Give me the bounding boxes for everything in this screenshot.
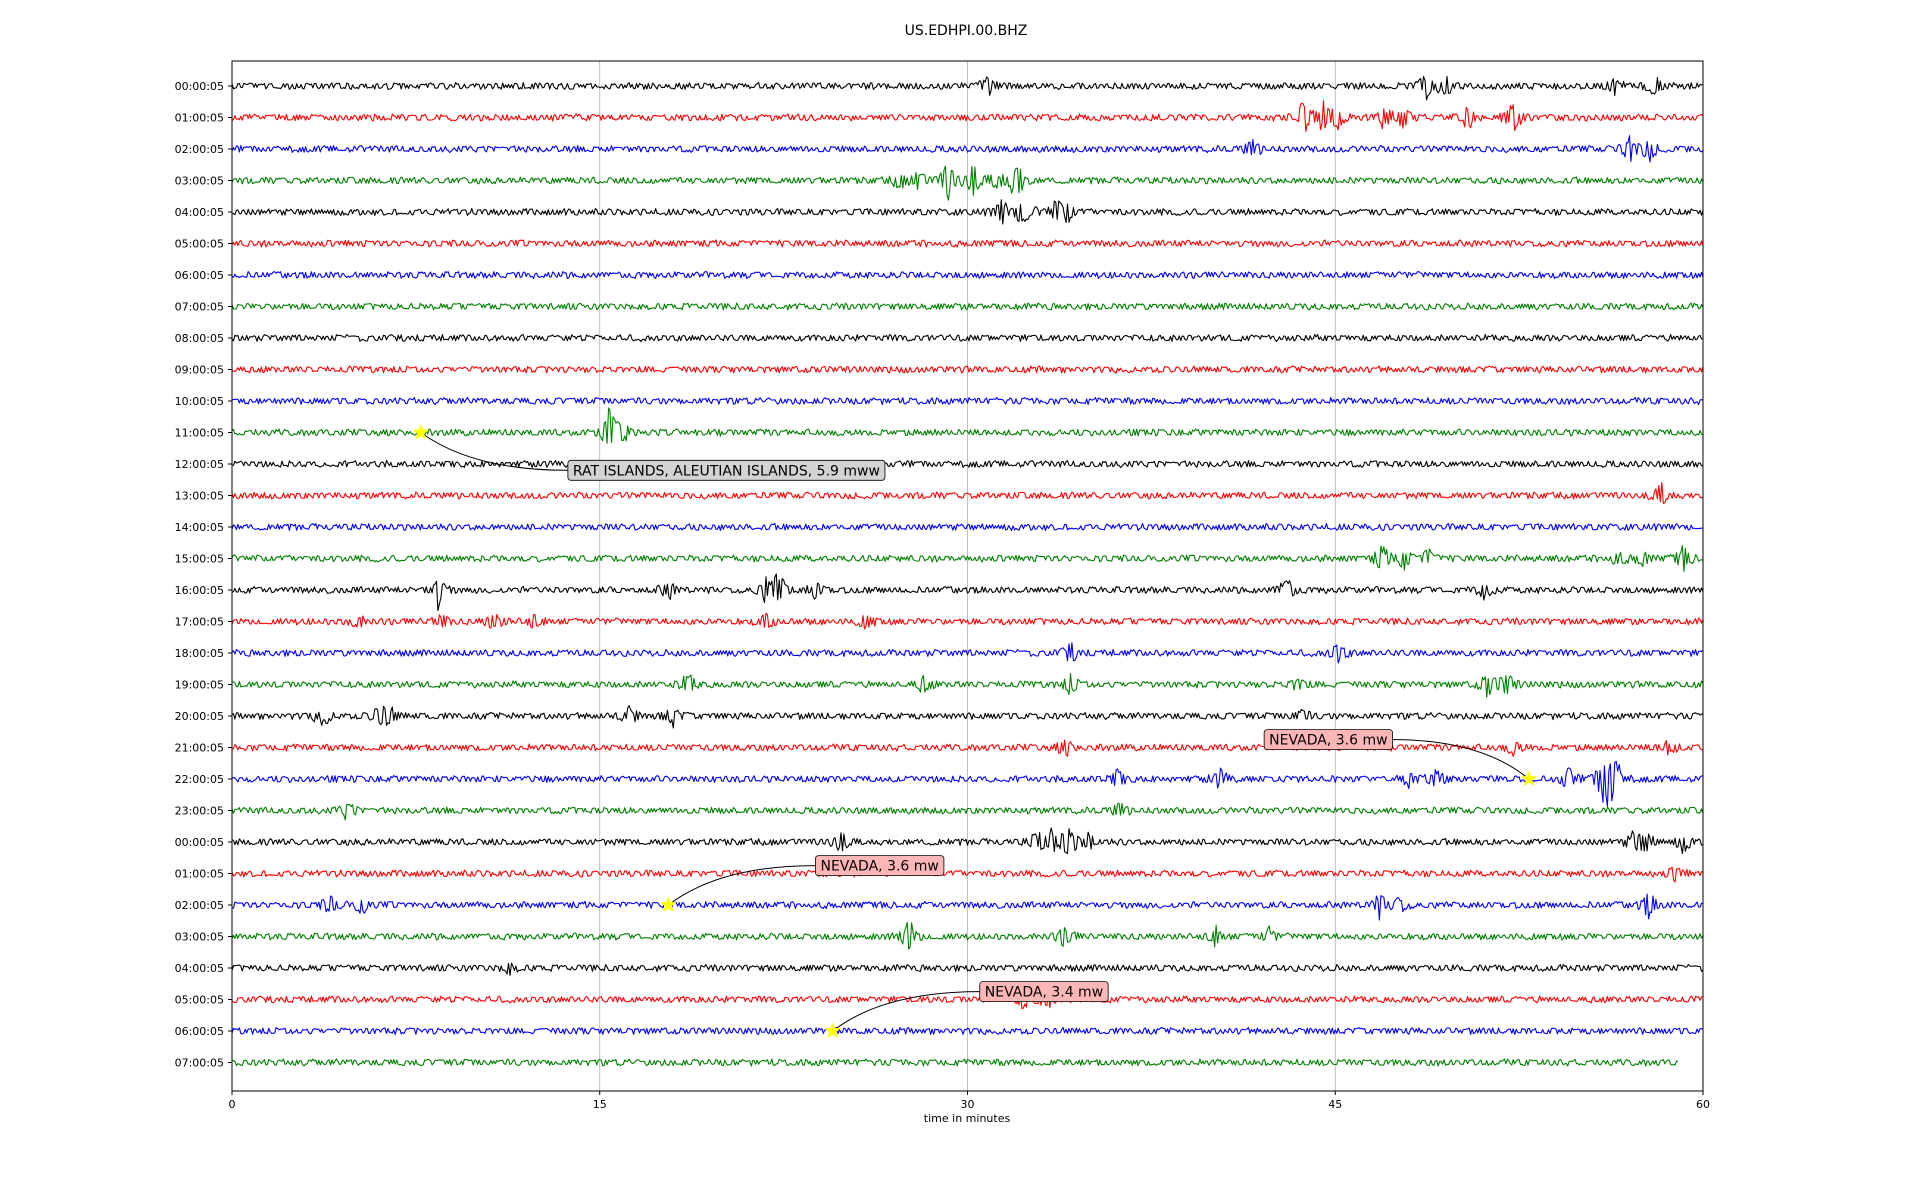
y-tick-label: 20:00:05 — [175, 710, 224, 723]
event-star-marker — [660, 896, 677, 913]
y-tick-label: 17:00:05 — [175, 616, 224, 629]
event-annotation-box — [567, 459, 886, 481]
y-tick-label: 16:00:05 — [175, 584, 224, 597]
y-tick-label: 00:00:05 — [175, 836, 224, 849]
y-tick-label: 21:00:05 — [175, 742, 224, 755]
event-annotation: NEVADA, 3.4 mw — [824, 981, 1109, 1039]
y-tick-label: 19:00:05 — [175, 679, 224, 692]
event-annotation-box — [815, 855, 945, 877]
trace-line — [231, 802, 1704, 821]
y-tick-label: 01:00:05 — [175, 868, 224, 881]
y-tick-labels: 00:00:05 01:00:05 02:00:05 03:00:05 04:00:05… — [175, 80, 232, 1070]
trace-line — [231, 75, 1704, 101]
event-annotation-box — [979, 981, 1109, 1003]
y-tick-label: 23:00:05 — [175, 805, 224, 818]
trace-line — [231, 990, 1704, 1010]
trace-line — [231, 1026, 1704, 1036]
trace-line — [232, 459, 1704, 469]
x-tick-label: 45 — [1328, 1098, 1342, 1111]
trace-line — [231, 302, 1704, 311]
x-tick-labels: 0 15 30 45 60 — [229, 1091, 1710, 1111]
trace-line — [231, 921, 1704, 950]
y-tick-label: 03:00:05 — [175, 931, 224, 944]
y-tick-label: 02:00:05 — [175, 143, 224, 156]
x-axis-label: time in minutes — [924, 1112, 1011, 1125]
event-annotation: NEVADA, 3.6 mw — [1263, 729, 1538, 787]
trace-layer — [231, 75, 1704, 1067]
x-tick-label: 15 — [593, 1098, 607, 1111]
event-annotation-connector — [668, 865, 816, 906]
event-annotation-label: RAT ISLANDS, ALEUTIAN ISLANDS, 5.9 mww — [573, 463, 880, 479]
y-tick-label: 07:00:05 — [175, 301, 224, 314]
y-tick-label: 13:00:05 — [175, 490, 224, 503]
event-annotation-connector — [420, 432, 568, 471]
x-tick-label: 0 — [229, 1098, 236, 1111]
grid-lines — [599, 61, 1336, 1091]
trace-line — [231, 365, 1704, 374]
y-tick-label: 04:00:05 — [175, 962, 224, 975]
trace-line — [231, 135, 1704, 163]
y-tick-label: 03:00:05 — [175, 175, 224, 188]
trace-line — [231, 893, 1704, 921]
event-annotation: NEVADA, 3.6 mw — [660, 855, 945, 913]
y-tick-label: 10:00:05 — [175, 395, 224, 408]
trace-line — [231, 642, 1704, 664]
x-tick-label: 30 — [961, 1098, 975, 1111]
y-tick-label: 06:00:05 — [175, 269, 224, 282]
y-tick-label: 01:00:05 — [175, 112, 224, 125]
y-tick-label: 15:00:05 — [175, 553, 224, 566]
trace-line — [231, 1058, 1679, 1067]
y-tick-label: 05:00:05 — [175, 238, 224, 251]
y-tick-label: 08:00:05 — [175, 332, 224, 345]
trace-line — [231, 545, 1704, 572]
trace-line — [231, 612, 1704, 630]
event-annotation-label: NEVADA, 3.6 mw — [820, 859, 938, 875]
y-tick-label: 07:00:05 — [175, 1057, 224, 1070]
trace-line — [231, 481, 1704, 504]
trace-line — [231, 199, 1704, 225]
trace-line — [231, 760, 1704, 807]
trace-line — [231, 827, 1704, 855]
event-annotation: RAT ISLANDS, ALEUTIAN ISLANDS, 5.9 mww — [412, 423, 886, 481]
chart-title: US.EDHPI.00.BHZ — [905, 23, 1028, 39]
y-tick-label: 09:00:05 — [175, 364, 224, 377]
trace-line — [231, 573, 1704, 612]
y-tick-label: 06:00:05 — [175, 1025, 224, 1038]
y-tick-label: 22:00:05 — [175, 773, 224, 786]
event-annotation-label: NEVADA, 3.4 mw — [985, 985, 1103, 1001]
trace-line — [231, 705, 1704, 729]
x-tick-label: 60 — [1696, 1098, 1710, 1111]
trace-line — [231, 333, 1704, 343]
trace-line — [231, 962, 1704, 976]
y-tick-label: 05:00:05 — [175, 994, 224, 1007]
trace-line — [231, 165, 1704, 201]
annotation-layer: RAT ISLANDS, ALEUTIAN ISLANDS, 5.9 mww NE… — [412, 423, 1538, 1039]
event-annotation-label: NEVADA, 3.6 mw — [1269, 733, 1387, 749]
event-star-marker — [1520, 770, 1538, 787]
trace-line — [231, 866, 1704, 883]
trace-line — [231, 522, 1704, 532]
y-tick-label: 04:00:05 — [175, 206, 224, 219]
y-tick-label: 02:00:05 — [175, 899, 224, 912]
event-star-marker — [824, 1022, 841, 1039]
y-tick-label: 11:00:05 — [175, 427, 224, 440]
trace-line — [231, 270, 1704, 280]
trace-line — [231, 100, 1704, 132]
event-annotation-box — [1263, 729, 1393, 751]
event-annotation-connector — [1392, 739, 1530, 780]
trace-line — [231, 407, 1704, 444]
trace-line — [232, 672, 1704, 698]
trace-line — [231, 239, 1704, 248]
event-annotation-connector — [832, 991, 980, 1032]
y-tick-label: 18:00:05 — [175, 647, 224, 660]
y-tick-label: 12:00:05 — [175, 458, 224, 471]
trace-line — [231, 396, 1704, 406]
event-star-marker — [412, 423, 430, 440]
y-tick-label: 14:00:05 — [175, 521, 224, 534]
y-tick-label: 00:00:05 — [175, 80, 224, 93]
